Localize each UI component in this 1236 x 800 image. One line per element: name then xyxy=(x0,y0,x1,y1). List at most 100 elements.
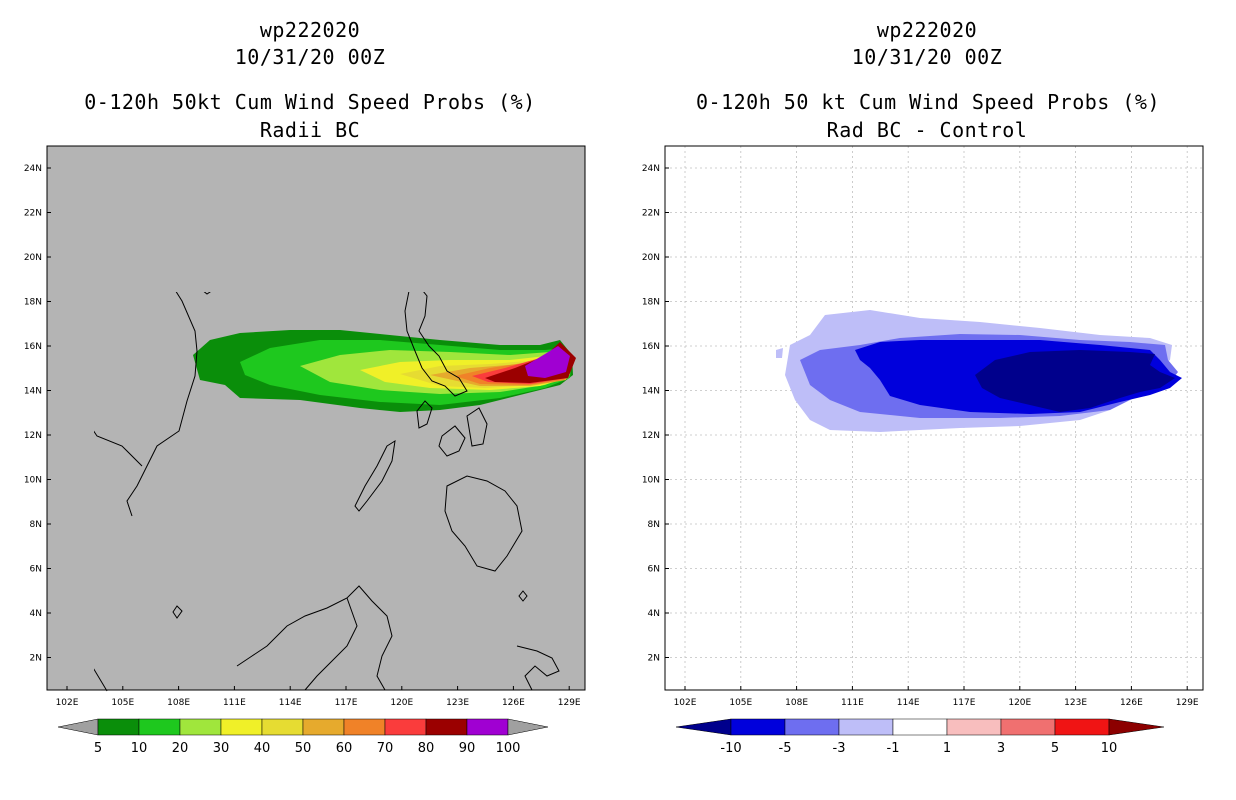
left-colorbar-label: 40 xyxy=(254,741,271,756)
right-lat-label: 22N xyxy=(642,209,660,219)
left-map-background xyxy=(47,146,585,690)
right-title-product: 0-120h 50 kt Cum Wind Speed Probs (%) xyxy=(695,90,1161,114)
left-lat-label: 16N xyxy=(24,342,42,352)
left-colorbar-swatch xyxy=(220,718,263,736)
right-colorbar: -10 -5 -3 -1 1 3 5 10 xyxy=(675,718,1165,756)
right-colorbar-label: -10 xyxy=(720,741,741,756)
right-colorbar-swatch xyxy=(946,718,1002,736)
left-lat-label: 6N xyxy=(30,565,42,575)
left-lat-label: 2N xyxy=(30,654,42,664)
left-colorbar-label: 10 xyxy=(131,741,148,756)
right-colorbar-label: -5 xyxy=(779,741,792,756)
left-colorbar-label: 60 xyxy=(336,741,353,756)
right-lat-label: 16N xyxy=(642,342,660,352)
left-map-frame xyxy=(46,145,586,691)
left-colorbar-swatch xyxy=(261,718,304,736)
right-colorbar-label: 10 xyxy=(1101,741,1118,756)
right-colorbar-swatch xyxy=(838,718,894,736)
left-colorbar-label: 20 xyxy=(172,741,189,756)
left-lat-axis: 24N 22N 20N 18N 16N 14N 12N 10N 8N 6N 4N 2N xyxy=(24,164,51,664)
right-colorbar-label: 1 xyxy=(943,741,951,756)
left-colorbar-swatch xyxy=(384,718,427,736)
left-lon-axis: 102E 105E 108E 111E 114E 117E 120E 123E 126E 129E xyxy=(56,686,581,708)
left-lat-label: 22N xyxy=(24,209,42,219)
right-lat-label: 14N xyxy=(642,387,660,397)
left-colorbar-over xyxy=(507,718,549,736)
left-lon-label: 129E xyxy=(558,698,581,708)
right-map-frame xyxy=(664,145,1204,691)
right-lon-label: 123E xyxy=(1064,698,1087,708)
left-lat-label: 18N xyxy=(24,298,42,308)
right-title-subtitle: Rad BC - Control xyxy=(826,118,1028,142)
left-colorbar-swatch xyxy=(466,718,509,736)
left-colorbar-label: 100 xyxy=(496,741,521,756)
right-lat-label: 8N xyxy=(648,520,660,530)
left-colorbar-swatch xyxy=(97,718,140,736)
right-lat-label: 6N xyxy=(648,565,660,575)
right-colorbar-swatch xyxy=(1054,718,1110,736)
left-title-product: 0-120h 50kt Cum Wind Speed Probs (%) xyxy=(84,90,536,114)
right-colorbar-swatch xyxy=(784,718,840,736)
right-lon-label: 108E xyxy=(785,698,808,708)
left-lon-label: 123E xyxy=(446,698,469,708)
left-colorbar-swatch xyxy=(302,718,345,736)
left-lat-label: 12N xyxy=(24,431,42,441)
right-lat-label: 10N xyxy=(642,476,660,486)
right-lat-axis: 24N 22N 20N 18N 16N 14N 12N 10N 8N 6N 4N 2N xyxy=(642,164,669,664)
right-lon-axis: 102E 105E 108E 111E 114E 117E 120E 123E 126E 129E xyxy=(674,686,1199,708)
right-title-storm-id: wp222020 xyxy=(876,18,978,42)
right-colorbar-under xyxy=(675,718,732,736)
right-lon-label: 120E xyxy=(1008,698,1031,708)
left-colorbar-label: 30 xyxy=(213,741,230,756)
left-colorbar-swatch xyxy=(179,718,222,736)
left-colorbar-label: 90 xyxy=(459,741,476,756)
left-colorbar: 5 10 20 30 40 50 60 70 80 90 100 xyxy=(57,718,549,756)
left-title-date: 10/31/20 00Z xyxy=(234,45,386,69)
left-colorbar-swatch xyxy=(138,718,181,736)
left-lat-label: 14N xyxy=(24,387,42,397)
left-lon-label: 105E xyxy=(111,698,134,708)
left-lat-label: 20N xyxy=(24,253,42,263)
right-lon-label: 117E xyxy=(953,698,976,708)
left-probability-plume xyxy=(193,330,576,412)
right-lat-label: 18N xyxy=(642,298,660,308)
right-colorbar-label: 5 xyxy=(1051,741,1059,756)
right-colorbar-label: 3 xyxy=(997,741,1005,756)
left-lon-label: 111E xyxy=(223,698,246,708)
left-lat-label: 8N xyxy=(30,520,42,530)
left-lat-label: 24N xyxy=(24,164,42,174)
right-lat-label: 4N xyxy=(648,609,660,619)
right-lat-label: 24N xyxy=(642,164,660,174)
left-colorbar-swatch xyxy=(425,718,468,736)
left-colorbar-label: 80 xyxy=(418,741,435,756)
right-colorbar-swatch xyxy=(1000,718,1056,736)
right-lat-label: 20N xyxy=(642,253,660,263)
right-colorbar-label: -3 xyxy=(833,741,846,756)
right-lat-label: 2N xyxy=(648,654,660,664)
right-colorbar-swatch xyxy=(892,718,948,736)
left-lat-label: 10N xyxy=(24,476,42,486)
left-colorbar-label: 70 xyxy=(377,741,394,756)
left-colorbar-label: 50 xyxy=(295,741,312,756)
left-colorbar-label: 5 xyxy=(94,741,102,756)
right-difference-plume xyxy=(776,310,1182,432)
left-lat-label: 4N xyxy=(30,609,42,619)
left-lon-label: 120E xyxy=(390,698,413,708)
right-lon-label: 126E xyxy=(1120,698,1143,708)
right-colorbar-label: -1 xyxy=(887,741,900,756)
right-colorbar-swatch xyxy=(730,718,786,736)
right-colorbar-over xyxy=(1108,718,1165,736)
right-lon-label: 105E xyxy=(729,698,752,708)
right-lon-label: 102E xyxy=(674,698,697,708)
right-lon-label: 114E xyxy=(897,698,920,708)
left-colorbar-swatch xyxy=(343,718,386,736)
left-lon-label: 114E xyxy=(279,698,302,708)
left-lon-label: 102E xyxy=(56,698,79,708)
left-title-subtitle: Radii BC xyxy=(259,118,361,142)
right-lon-label: 111E xyxy=(841,698,864,708)
right-lat-label: 12N xyxy=(642,431,660,441)
left-colorbar-under xyxy=(57,718,99,736)
right-lon-label: 129E xyxy=(1176,698,1199,708)
